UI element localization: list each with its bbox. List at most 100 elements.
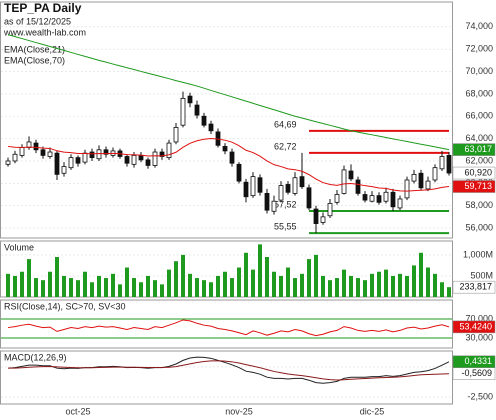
volume-bar xyxy=(153,280,157,297)
volume-bar xyxy=(412,265,416,297)
candle-body xyxy=(54,152,60,175)
level-label: 55,55 xyxy=(274,221,297,231)
candle-body xyxy=(243,181,249,198)
panel-frame xyxy=(0,1,453,239)
candle-body xyxy=(362,194,368,201)
panel-title: RSI(Close,14), SC>70, SV<30 xyxy=(4,301,126,311)
candle-body xyxy=(397,198,403,209)
candle-body xyxy=(292,177,298,194)
y-tick-label: 72,000 xyxy=(465,44,493,54)
y-tick-label: 68,000 xyxy=(465,88,493,98)
candle-body xyxy=(341,169,347,194)
volume-bar xyxy=(265,257,269,297)
y-tick-label: 64,000 xyxy=(465,133,493,143)
volume-bar xyxy=(83,271,87,297)
volume-bar xyxy=(426,267,430,297)
candle-body xyxy=(355,179,361,194)
candle-body xyxy=(376,195,382,203)
volume-bar xyxy=(237,267,241,297)
candle-body xyxy=(250,176,256,197)
candle-body xyxy=(187,95,193,104)
source: www.wealth-lab.com xyxy=(3,27,86,37)
candle-body xyxy=(103,149,109,155)
volume-bar xyxy=(258,244,262,297)
volume-bar xyxy=(202,280,206,297)
volume-bar xyxy=(321,275,325,297)
volume-bar xyxy=(167,269,171,297)
y-tick-label: 58,000 xyxy=(465,200,493,210)
volume-bar xyxy=(377,271,381,297)
volume-bar xyxy=(300,273,304,297)
volume-bar xyxy=(230,278,234,297)
volume-bar xyxy=(272,271,276,297)
last-value-box xyxy=(452,180,496,193)
volume-bar xyxy=(349,275,353,297)
panel-title: TEP_PA Daily xyxy=(4,1,82,15)
panel-title: Volume xyxy=(4,242,34,252)
candle-body xyxy=(145,159,151,166)
volume-bar xyxy=(48,271,52,297)
last-value-label: 60,920 xyxy=(464,167,492,177)
candle-body xyxy=(257,177,263,193)
volume-bar xyxy=(293,278,297,297)
volume-bar xyxy=(76,280,80,297)
volume-bar xyxy=(41,280,45,297)
volume-bar xyxy=(125,267,129,297)
last-value-label: 59,713 xyxy=(464,181,492,191)
panel-title: MACD(12,26,9) xyxy=(4,352,67,362)
volume-bar xyxy=(286,267,290,297)
y-tick-label: 70,000 xyxy=(465,313,493,323)
volume-bar xyxy=(6,273,10,297)
volume-bar xyxy=(195,278,199,297)
volume-bar xyxy=(55,257,59,297)
volume-bar xyxy=(13,275,17,297)
volume-bar xyxy=(433,273,437,297)
candle-body xyxy=(236,163,242,182)
volume-bar xyxy=(244,252,248,297)
legend-entry: EMA(Close,21) xyxy=(4,44,65,54)
candle-body xyxy=(334,194,340,203)
panel-frame xyxy=(0,299,453,349)
candle-body xyxy=(5,160,11,165)
candle-body xyxy=(383,191,389,202)
y-tick-label: 500M xyxy=(470,270,493,280)
last-value-box xyxy=(452,367,496,380)
volume-bar xyxy=(363,280,367,297)
volume-bar xyxy=(20,271,24,297)
y-tick-label: 70,000 xyxy=(465,66,493,76)
candle-body xyxy=(166,142,172,159)
candle-body xyxy=(68,157,74,169)
candle-body xyxy=(159,151,165,157)
candle-body xyxy=(404,179,410,199)
subtitle: as of 15/12/2025 xyxy=(4,16,71,26)
candle-body xyxy=(425,180,431,190)
last-value-box xyxy=(452,166,496,180)
candle-body xyxy=(264,192,270,211)
candle-body xyxy=(201,115,207,126)
volume-bar xyxy=(209,282,213,297)
volume-bar xyxy=(174,261,178,297)
y-tick-label: 56,000 xyxy=(465,222,493,232)
y-tick-label: 1,000M xyxy=(463,249,493,259)
candle-body xyxy=(390,191,396,208)
candle-body xyxy=(124,156,130,164)
candle-body xyxy=(306,187,312,209)
y-tick-label: -2,500 xyxy=(467,391,493,401)
candle-body xyxy=(12,153,18,162)
volume-bar xyxy=(216,275,220,297)
panel-frame xyxy=(0,350,453,405)
volume-bar xyxy=(419,252,423,297)
volume-bar xyxy=(405,275,409,297)
candle-body xyxy=(348,170,354,180)
candle-body xyxy=(285,184,291,193)
volume-bar xyxy=(188,273,192,297)
candle-body xyxy=(432,167,438,181)
last-value-label: 233,817 xyxy=(459,282,492,292)
last-value-label: 53,4240 xyxy=(459,321,492,331)
volume-bar xyxy=(314,254,318,297)
ema-line xyxy=(7,34,450,151)
volume-bar xyxy=(160,284,164,297)
candle-body xyxy=(194,104,200,116)
volume-bar xyxy=(62,275,66,297)
